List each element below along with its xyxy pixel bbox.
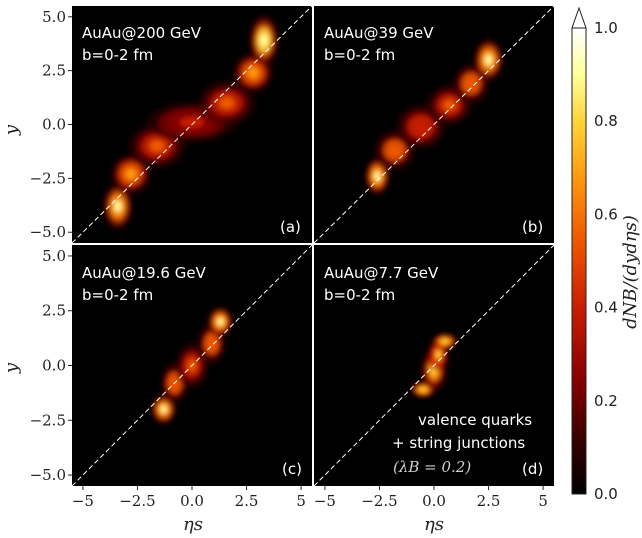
colorbar-label: dNB/(dydηs) <box>620 215 641 329</box>
y-tick-label: 0.0 <box>42 357 66 375</box>
x-axis-label-right: ηs <box>424 514 444 535</box>
panel-d-tag: (d) <box>522 460 543 478</box>
colorbar-tick-label: 0.6 <box>594 205 618 223</box>
density-blob <box>419 387 427 392</box>
colorbar-tick-label: 0.2 <box>594 392 618 410</box>
panel-d-title: AuAu@7.7 GeV <box>324 264 439 282</box>
y-tick-label: 2.5 <box>42 302 66 320</box>
panel-b-diagonal <box>313 5 555 244</box>
panel-c-title: AuAu@19.6 GeV <box>82 264 207 282</box>
density-blob <box>180 116 204 128</box>
density-blob <box>247 67 259 79</box>
panel-b-subtitle: b=0-2 fm <box>324 46 395 64</box>
y-tick-label: 2.5 <box>42 62 66 80</box>
density-blob <box>435 350 442 359</box>
x-axis-ticks: −5 −2.5 0.0 2.5 5 −5 −2.5 0.0 2.5 5 <box>72 486 548 510</box>
density-blob <box>207 338 216 350</box>
x-tick-label: 0.0 <box>422 492 446 510</box>
y-axis-label-bottom: y <box>1 362 22 374</box>
x-tick-label: 0.0 <box>180 492 204 510</box>
panel-c-subtitle: b=0-2 fm <box>82 286 153 304</box>
y-tick-label: −5.0 <box>30 466 66 484</box>
density-blob <box>374 171 381 182</box>
annotation-line-2: + string junctions <box>392 434 525 452</box>
colorbar-tick-label: 1.0 <box>594 19 618 37</box>
colorbar-tick-label: 0.0 <box>594 485 618 503</box>
x-tick-label: 2.5 <box>477 492 501 510</box>
panel-d-diagonal <box>313 244 555 487</box>
y-tick-label: 5.0 <box>42 8 66 26</box>
colorbar-tick-label: 0.4 <box>594 299 618 317</box>
x-tick-label: −5 <box>72 492 94 510</box>
density-blob <box>414 120 428 133</box>
panel-a-title: AuAu@200 GeV <box>82 24 202 42</box>
panel-d-subtitle: b=0-2 fm <box>324 286 395 304</box>
density-blob <box>389 144 401 156</box>
y-axis-label-top: y <box>1 124 22 136</box>
density-blob <box>443 99 456 111</box>
panel-c-tag: (c) <box>282 460 302 478</box>
colorbar <box>571 27 587 495</box>
panel-b-density <box>364 39 504 195</box>
panel-b-title: AuAu@39 GeV <box>324 24 434 42</box>
density-blob <box>114 200 122 213</box>
y-tick-label: −5.0 <box>30 223 66 241</box>
y-tick-label: −2.5 <box>30 411 66 429</box>
y-tick-label: −2.5 <box>30 169 66 187</box>
annotation-line-1: valence quarks <box>418 411 532 429</box>
density-blob <box>260 34 268 47</box>
y-tick-label: 5.0 <box>42 247 66 265</box>
x-tick-label: −2.5 <box>119 492 155 510</box>
panel-a-tag: (a) <box>280 218 301 236</box>
x-tick-label: 2.5 <box>235 492 259 510</box>
x-tick-label: 5 <box>296 492 306 510</box>
density-blob <box>484 54 493 66</box>
panel-c-diagonal <box>71 244 313 487</box>
density-blob <box>441 339 449 344</box>
density-blob <box>217 317 224 326</box>
density-blob <box>160 405 167 414</box>
density-blob <box>466 78 476 89</box>
x-tick-label: −5 <box>314 492 336 510</box>
density-blob <box>125 168 137 180</box>
panel-a-density <box>103 15 279 229</box>
panel-b-tag: (b) <box>522 218 543 236</box>
colorbar-tick-label: 0.8 <box>594 112 618 130</box>
panel-d-density <box>410 333 458 398</box>
density-blob <box>219 97 235 109</box>
y-axis-ticks: 5.0 2.5 0.0 −2.5 −5.0 5.0 2.5 0.0 −2.5 −5.0 <box>30 8 72 484</box>
panel-a-diagonal <box>71 5 313 244</box>
x-tick-label: 5 <box>538 492 548 510</box>
density-blob <box>149 140 165 152</box>
annotation-line-3: (λB = 0.2) <box>393 458 471 476</box>
x-axis-label-left: ηs <box>183 514 203 535</box>
panel-a-subtitle: b=0-2 fm <box>82 46 153 64</box>
x-tick-label: −2.5 <box>361 492 397 510</box>
colorbar-extend-arrow <box>571 6 587 29</box>
y-tick-label: 0.0 <box>42 116 66 134</box>
colorbar-ticks: 1.0 0.8 0.6 0.4 0.2 0.0 <box>594 19 618 503</box>
